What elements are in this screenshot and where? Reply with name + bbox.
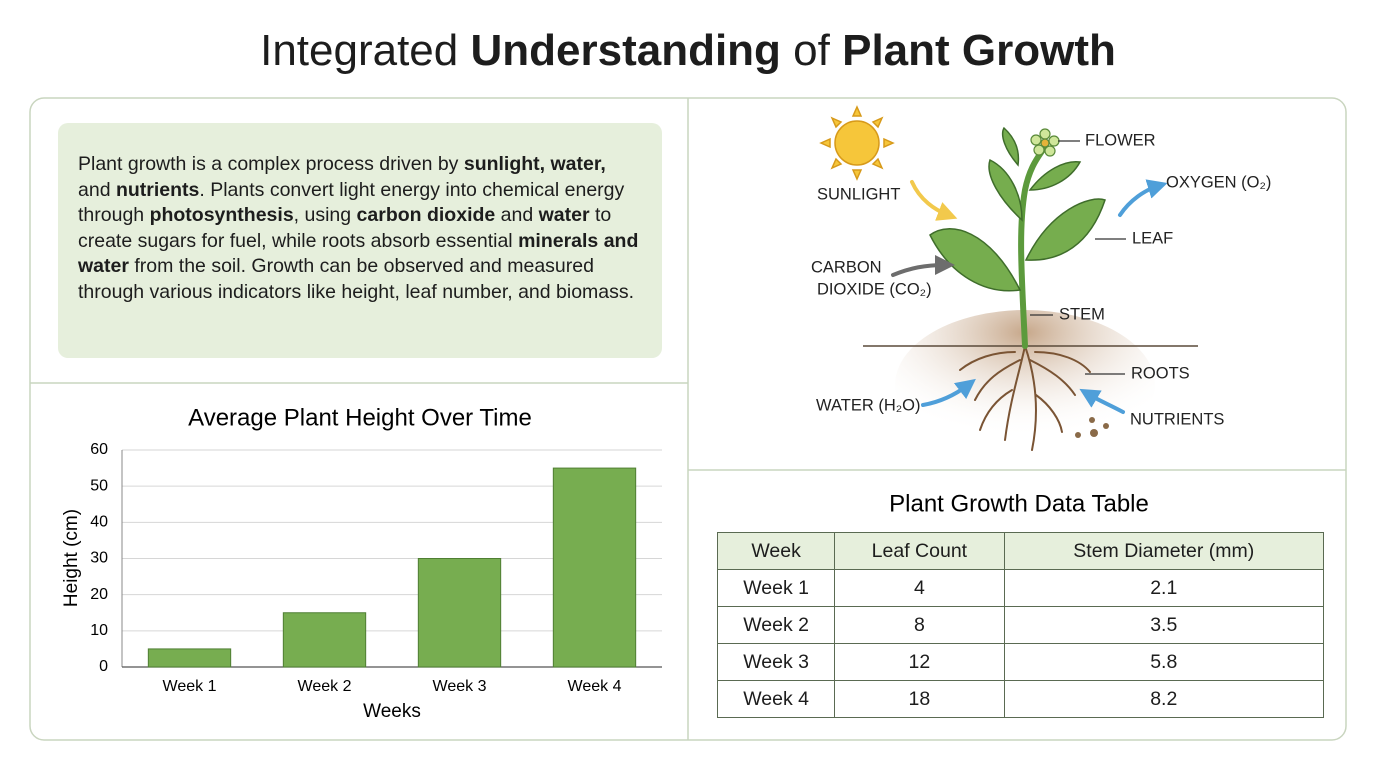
- intro-text: Plant growth is a complex process driven…: [58, 123, 662, 358]
- diagram-label: STEM: [1059, 305, 1105, 323]
- diagram-label: ROOTS: [1131, 364, 1190, 382]
- chart-title: Average Plant Height Over Time: [188, 404, 532, 431]
- title-part: Plant Growth: [842, 26, 1116, 75]
- table-row: Week 3 12 5.8: [716, 643, 1325, 681]
- table-row: Week 2 8 3.5: [716, 606, 1325, 644]
- intro-part: sunlight, water,: [463, 153, 606, 175]
- intro-part: and: [495, 204, 539, 226]
- table-cell: 4: [834, 569, 1005, 607]
- table-cell: 8: [834, 606, 1005, 644]
- x-tick-label: Week 3: [433, 678, 487, 695]
- table-cell: 2.1: [1003, 569, 1325, 607]
- x-axis-label: Weeks: [363, 701, 421, 722]
- intro-part: from the soil. Growth can be observed an…: [78, 255, 635, 303]
- x-tick-label: Week 4: [568, 678, 622, 695]
- table-cell: Week 3: [716, 643, 836, 681]
- intro-part: to create sugars for fuel, while roots a…: [78, 204, 612, 252]
- table-title: Plant Growth Data Table: [889, 490, 1149, 517]
- table-row: Week 1 4 2.1: [716, 569, 1325, 607]
- title-part: Integrated: [260, 26, 459, 75]
- intro-part: carbon dioxide: [356, 204, 496, 226]
- x-tick-label: Week 2: [298, 678, 352, 695]
- y-tick-label: 20: [90, 586, 108, 603]
- diagram-label: NUTRIENTS: [1130, 410, 1224, 428]
- diagram-label: WATER (H₂O): [816, 396, 920, 414]
- table-cell: Week 1: [716, 569, 836, 607]
- table-header-cell: Week: [716, 532, 836, 570]
- y-tick-label: 60: [90, 441, 108, 458]
- table-row: Week 4 18 8.2: [716, 680, 1325, 718]
- page-title: Integrated Understanding of Plant Growth: [0, 26, 1376, 76]
- y-tick-label: 40: [90, 514, 108, 531]
- bar: [147, 648, 232, 668]
- diagram-label: SUNLIGHT: [817, 185, 900, 203]
- y-tick-label: 30: [90, 550, 108, 567]
- diagram-label: OXYGEN (O₂): [1166, 173, 1271, 191]
- intro-part: , using: [293, 204, 357, 226]
- y-tick-label: 10: [90, 622, 108, 639]
- table-cell: Week 2: [716, 606, 836, 644]
- table-header-row: Week Leaf Count Stem Diameter (mm): [716, 532, 1325, 570]
- bar: [282, 612, 367, 668]
- table-cell: 3.5: [1003, 606, 1325, 644]
- bar: [417, 558, 502, 668]
- y-axis-label: Height (cm): [61, 509, 82, 607]
- table-cell: 5.8: [1003, 643, 1325, 681]
- diagram-label: DIOXIDE (CO₂): [817, 280, 932, 298]
- intro-part: photosynthesis: [149, 204, 294, 226]
- x-tick-label: Week 1: [163, 678, 217, 695]
- intro-part: and: [78, 178, 116, 201]
- title-part: of: [793, 26, 830, 75]
- intro-part: Plant growth is a complex process driven…: [78, 153, 464, 175]
- diagram-label: LEAF: [1132, 229, 1173, 247]
- intro-part: nutrients: [115, 178, 200, 201]
- y-tick-label: 50: [90, 477, 108, 494]
- table-cell: 8.2: [1003, 680, 1325, 718]
- intro-part: water: [538, 204, 590, 226]
- y-tick-label: 0: [99, 658, 108, 675]
- plant-diagram: [819, 105, 1198, 460]
- diagram-label: FLOWER: [1085, 131, 1156, 149]
- table-cell: Week 4: [716, 680, 836, 718]
- table-header-cell: Leaf Count: [834, 532, 1005, 570]
- intro-part: . Plants convert light energy into chemi…: [78, 178, 625, 227]
- title-part: Understanding: [470, 26, 781, 75]
- intro-part: minerals and water: [78, 229, 639, 278]
- diagram-label: CARBON: [811, 258, 882, 276]
- table-header-cell: Stem Diameter (mm): [1003, 532, 1325, 570]
- bar: [552, 467, 637, 668]
- table-cell: 18: [834, 680, 1005, 718]
- table-cell: 12: [834, 643, 1005, 681]
